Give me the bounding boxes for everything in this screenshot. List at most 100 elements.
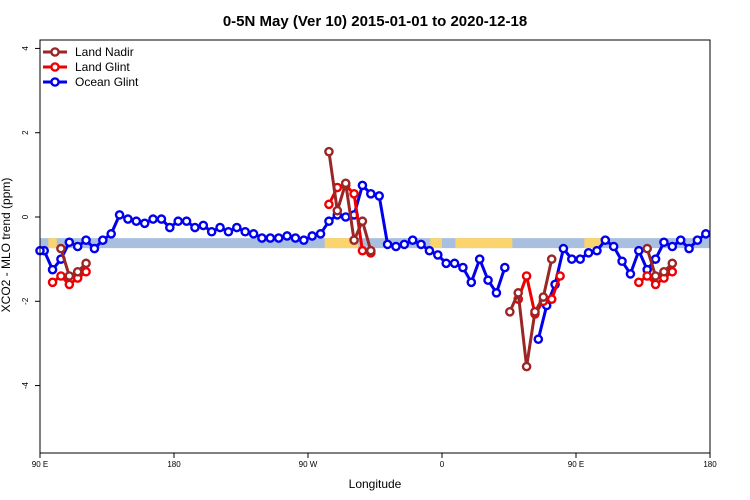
legend-marker — [50, 62, 60, 72]
data-point — [407, 235, 418, 245]
legend-item: Land Nadir — [43, 45, 134, 59]
data-point — [156, 214, 167, 224]
data-point — [675, 235, 686, 245]
data-point — [491, 288, 502, 298]
data-point — [357, 216, 368, 227]
data-point — [181, 216, 192, 227]
y-tick-label: -2 — [21, 297, 30, 305]
data-point — [64, 271, 75, 281]
data-point — [223, 226, 234, 237]
data-point — [366, 189, 376, 199]
data-point — [642, 271, 652, 281]
x-tick-label: 180 — [167, 460, 181, 469]
data-point — [56, 243, 66, 254]
data-point — [240, 226, 250, 237]
data-point — [340, 212, 351, 222]
data-point — [667, 241, 678, 252]
data-point — [608, 241, 619, 252]
plot-frame — [39, 39, 711, 454]
legend-label: Land Glint — [75, 60, 130, 74]
legend-label: Ocean Glint — [75, 75, 139, 89]
data-point — [530, 307, 540, 317]
data-point — [366, 245, 376, 256]
data-point — [215, 222, 225, 233]
data-point — [659, 266, 669, 277]
x-tick-label: 90 E — [32, 460, 48, 469]
data-point — [684, 243, 694, 254]
y-tick-label: -4 — [21, 381, 30, 389]
data-point — [332, 205, 343, 216]
x-tick-label: 0 — [440, 460, 445, 469]
data-point — [357, 245, 368, 256]
data-point — [650, 254, 661, 264]
data-point — [299, 235, 309, 245]
data-point — [617, 256, 627, 267]
legend-item: Land Glint — [43, 60, 130, 74]
data-point — [248, 229, 259, 239]
x-axis: 90 E 180 90 W 0 90 E 180 — [32, 453, 717, 469]
data-point — [198, 220, 209, 231]
data-point — [692, 235, 703, 245]
data-point — [558, 243, 569, 254]
y-tick-label: 2 — [21, 130, 30, 135]
data-point — [173, 216, 183, 227]
data-point — [190, 222, 200, 233]
legend-marker — [50, 77, 60, 87]
data-point — [64, 279, 75, 290]
data-point — [546, 254, 557, 264]
data-point — [265, 233, 276, 243]
data-point — [538, 292, 549, 302]
data-point — [521, 361, 532, 372]
data-point — [505, 307, 515, 317]
data-point — [424, 245, 435, 256]
data-point — [583, 248, 594, 258]
x-tick-label: 180 — [703, 460, 717, 469]
data-point — [659, 237, 669, 248]
data-point — [634, 245, 644, 256]
data-point — [546, 294, 557, 304]
data-point — [324, 199, 334, 210]
data-point — [567, 254, 577, 264]
x-tick-label: 90 W — [299, 460, 318, 469]
data-point — [449, 258, 460, 269]
data-point — [483, 275, 493, 286]
data-point — [667, 258, 678, 269]
data-point — [232, 222, 242, 233]
data-point — [382, 239, 393, 250]
data-point — [555, 271, 565, 281]
data-point — [592, 245, 602, 256]
data-point — [349, 189, 359, 199]
data-point — [56, 271, 66, 281]
data-point — [441, 258, 451, 269]
data-point — [650, 279, 661, 290]
legend-label: Land Nadir — [75, 45, 134, 59]
data-point — [433, 250, 443, 260]
data-point — [131, 216, 142, 227]
data-point — [701, 229, 711, 239]
data-point — [575, 254, 585, 264]
data-point — [47, 264, 58, 275]
data-point — [466, 277, 477, 288]
data-point — [399, 239, 410, 250]
data-point — [64, 237, 75, 248]
data-point — [642, 243, 652, 254]
data-point — [634, 277, 644, 288]
data-point — [600, 235, 611, 245]
series-ocean-glint — [35, 180, 711, 345]
data-point — [500, 262, 510, 273]
data-point — [349, 235, 359, 245]
data-point — [139, 218, 150, 229]
data-point — [257, 233, 267, 243]
data-point — [521, 271, 532, 281]
data-point — [474, 254, 485, 264]
data-point — [391, 241, 401, 252]
data-point — [533, 334, 544, 345]
data-point — [650, 271, 661, 281]
data-point — [47, 277, 58, 288]
data-point — [667, 266, 678, 277]
data-point — [123, 214, 133, 224]
data-point — [374, 191, 384, 201]
series-land-nadir — [56, 146, 678, 372]
